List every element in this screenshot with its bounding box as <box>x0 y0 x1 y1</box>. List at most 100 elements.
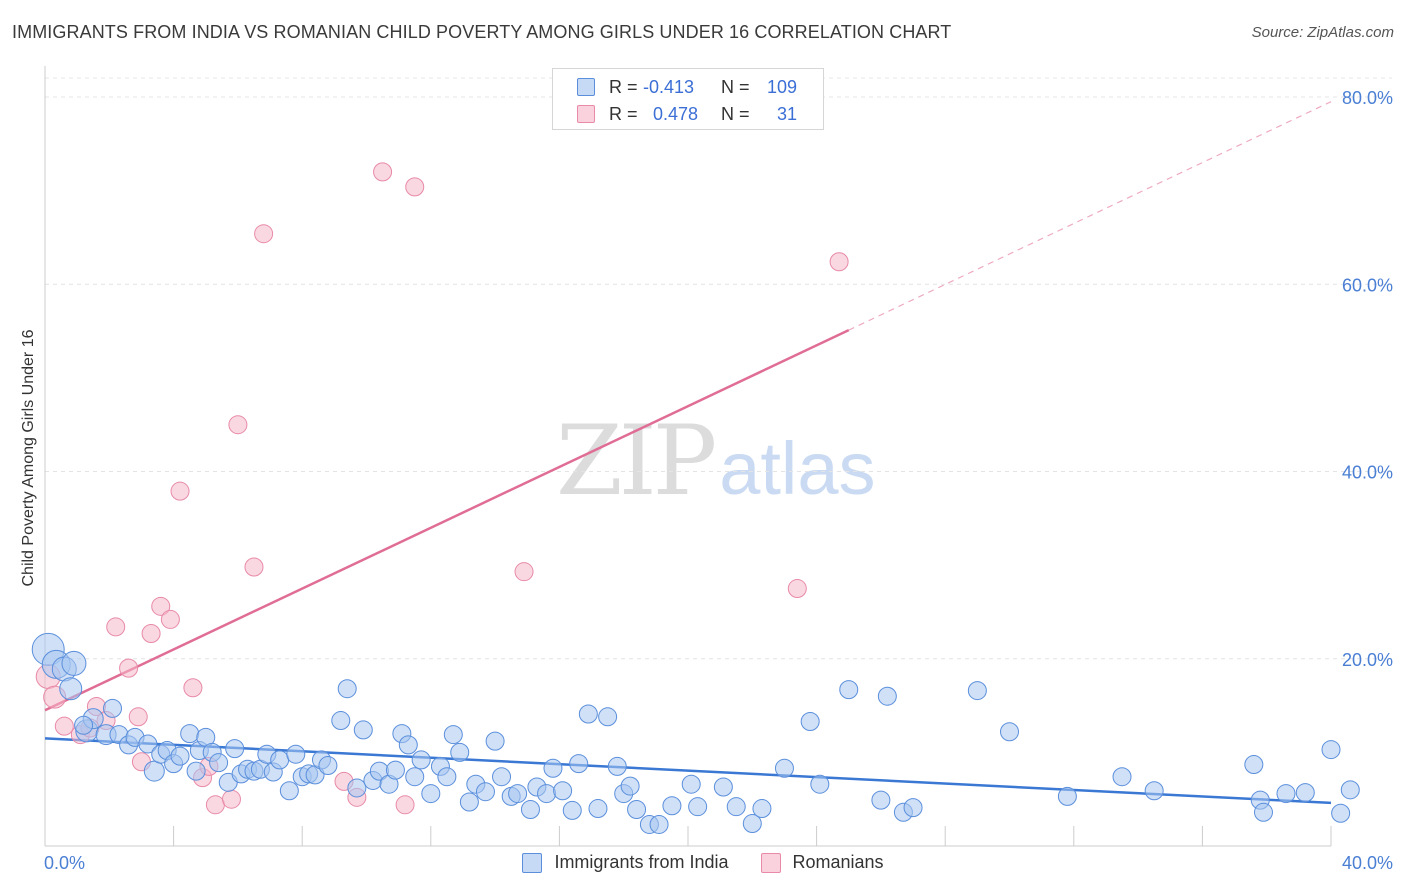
india-point <box>485 731 505 751</box>
india-legend-label: Immigrants from India <box>554 852 729 872</box>
romanians-point <box>221 789 241 809</box>
india-point <box>398 735 418 755</box>
india-point <box>1321 740 1341 760</box>
india-point <box>225 739 245 759</box>
romanians-trend-extension <box>848 101 1332 331</box>
x-tick-label: 40.0% <box>1342 853 1393 873</box>
india-point <box>405 767 425 787</box>
india-point <box>443 725 463 745</box>
india-point <box>1253 802 1273 822</box>
india-point <box>138 734 158 754</box>
stats-row-romanians: R = 0.478 N = 31 <box>577 102 797 126</box>
legend-item-india[interactable]: Immigrants from India <box>522 852 729 873</box>
stats-legend: R = -0.413 N = 109 R = 0.478 N = 31 <box>552 68 824 130</box>
india-point <box>286 744 306 764</box>
y-tick-label: 40.0% <box>1342 463 1393 483</box>
source-credit: Source: ZipAtlas.com <box>1252 24 1394 41</box>
india-point <box>1340 780 1360 800</box>
romanians-points <box>35 162 849 815</box>
romanians-point <box>228 415 248 435</box>
r-label: R = <box>609 103 638 124</box>
source-link[interactable]: ZipAtlas.com <box>1307 24 1394 41</box>
india-point <box>877 686 897 706</box>
india-point <box>1000 722 1019 742</box>
india-point <box>569 754 589 774</box>
india-swatch <box>577 78 595 96</box>
india-point <box>347 778 367 798</box>
india-point <box>662 796 682 816</box>
romanians-point <box>128 707 148 727</box>
india-point <box>649 814 669 834</box>
india-point <box>209 753 229 773</box>
india-point <box>537 784 557 804</box>
india-n-value: 109 <box>766 76 797 97</box>
india-point <box>1244 755 1264 775</box>
romanians-point <box>119 658 139 678</box>
india-point <box>681 774 701 794</box>
romanians-point <box>160 609 180 629</box>
romanians-point <box>151 596 171 616</box>
india-point <box>774 758 794 778</box>
india-point <box>450 742 470 762</box>
india-point <box>270 750 290 770</box>
romanians-legend-swatch <box>760 852 781 873</box>
india-point <box>508 784 528 804</box>
romanians-point <box>141 623 161 643</box>
romanians-point <box>54 716 74 736</box>
india-point <box>279 781 299 801</box>
india-point <box>492 767 512 787</box>
india-point <box>726 797 746 817</box>
india-point <box>1295 783 1315 803</box>
india-point <box>74 715 94 735</box>
series-legend: Immigrants from India Romanians <box>0 852 1406 873</box>
india-r-value: -0.413 <box>643 76 695 97</box>
romanians-swatch <box>577 105 595 123</box>
india-point <box>903 798 923 818</box>
source-label: Source: <box>1251 24 1304 41</box>
india-point <box>475 782 495 802</box>
y-tick-label: 60.0% <box>1342 275 1393 295</box>
india-point <box>620 776 640 796</box>
india-point <box>800 711 820 731</box>
n-label: N = <box>721 103 750 124</box>
india-point <box>1057 786 1077 806</box>
romanians-point <box>183 678 203 698</box>
india-point <box>562 800 582 820</box>
romanians-point <box>254 224 274 244</box>
india-point <box>1331 803 1351 823</box>
india-point <box>337 679 357 699</box>
india-point <box>553 781 573 801</box>
x-tick-label: 0.0% <box>44 853 85 873</box>
india-point <box>742 814 762 834</box>
romanians-point <box>106 617 126 637</box>
romanians-point <box>205 795 225 815</box>
y-axis-label: Child Poverty Among Girls Under 16 <box>20 329 37 586</box>
romanians-point <box>395 795 415 815</box>
legend-item-romanians[interactable]: Romanians <box>760 852 884 873</box>
axes <box>44 66 1332 847</box>
india-point <box>607 756 627 776</box>
india-point <box>103 698 123 718</box>
india-point <box>520 799 540 819</box>
r-label: R = <box>609 76 638 97</box>
trend-lines <box>44 101 1332 805</box>
india-point <box>180 724 200 744</box>
india-point <box>871 790 891 810</box>
stats-row-india: R = -0.413 N = 109 <box>577 75 797 99</box>
y-tick-label: 20.0% <box>1342 650 1393 670</box>
india-points <box>31 632 1360 834</box>
india-point <box>688 797 708 817</box>
india-point <box>967 681 987 701</box>
india-point <box>143 760 165 782</box>
india-point <box>331 711 351 731</box>
romanians-legend-label: Romanians <box>792 852 884 872</box>
india-point <box>437 767 457 787</box>
india-point <box>421 784 441 804</box>
chart-title: IMMIGRANTS FROM INDIA VS ROMANIAN CHILD … <box>12 22 952 42</box>
y-tick-label: 80.0% <box>1342 88 1393 108</box>
india-point <box>713 777 733 797</box>
india-point <box>1112 767 1132 787</box>
romanians-point <box>514 562 534 582</box>
india-point <box>411 750 431 770</box>
